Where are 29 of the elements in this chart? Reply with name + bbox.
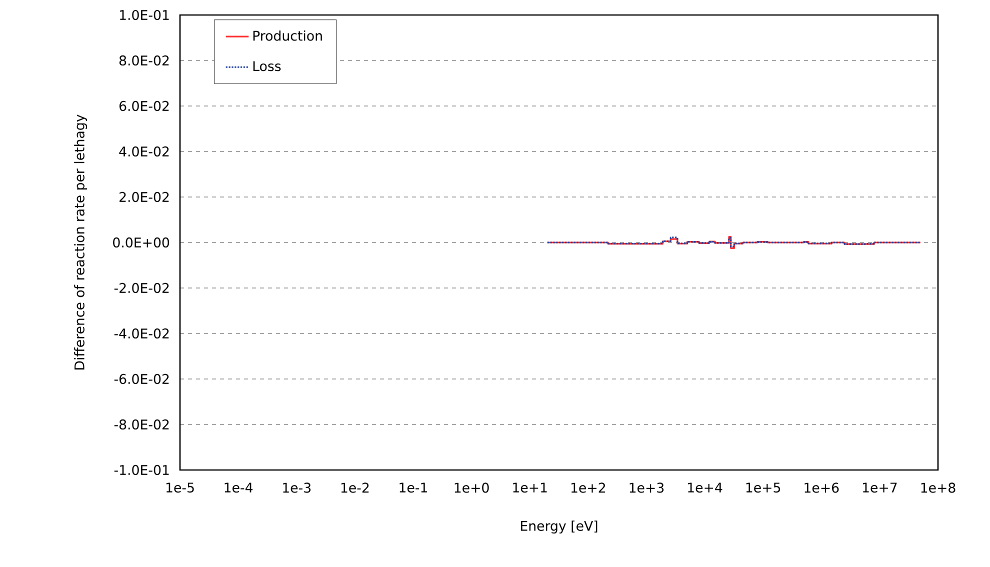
y-tick-label: -6.0E-02 [114,374,169,384]
legend-label: Production [253,30,322,41]
x-tick-label: 1e+2 [571,482,605,493]
y-tick-label: -2.0E-02 [114,282,169,294]
x-tick-label: 1e+3 [630,482,664,493]
x-tick-label: 1e+7 [862,482,897,493]
y-tick-label: 8.0E-02 [119,55,169,66]
legend-label: Loss [253,61,281,72]
x-tick-label: 1e-5 [166,482,194,493]
x-axis-title: Energy [eV] [520,520,598,534]
x-tick-label: 1e+5 [746,482,780,493]
x-tick-label: 1e+4 [688,482,722,493]
x-tick-label: 1e+6 [804,482,839,493]
y-tick-label: -8.0E-02 [114,419,169,430]
y-tick-label: -1.0E-01 [114,464,169,476]
y-tick-label: 4.0E-02 [119,146,169,157]
x-tick-label: 1e+8 [921,482,956,493]
y-tick-label: -4.0E-02 [114,328,169,339]
x-tick-label: 1e-2 [341,482,369,493]
x-tick-label: 1e-3 [283,482,311,493]
x-tick-label: 1e-4 [224,482,253,493]
x-tick-label: 1e-1 [400,482,427,493]
y-tick-label: 2.0E-02 [120,192,169,202]
y-tick-label: 0.0E+00 [113,237,170,248]
y-tick-label: 1.0E-01 [120,10,169,20]
x-tick-label: 1e+1 [513,482,547,493]
x-tick-label: 1e+0 [454,482,489,493]
y-axis-title: Difference of reaction rate per lethagy [74,114,88,370]
y-tick-label: 6.0E-02 [119,100,169,112]
